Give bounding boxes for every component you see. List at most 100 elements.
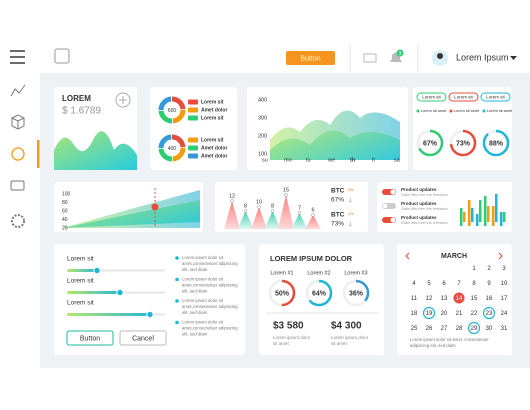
donut-center: 600: [168, 108, 177, 114]
area: [270, 130, 400, 160]
dot: [482, 109, 486, 113]
wave: [54, 131, 137, 170]
ring-value: 36%: [349, 290, 364, 297]
gear-icon[interactable]: [11, 214, 25, 228]
y-tick-label: 80: [62, 200, 68, 206]
logo[interactable]: [54, 48, 70, 64]
bar: [484, 196, 487, 226]
cancel-button[interactable]: [119, 330, 167, 346]
slider-fill: [67, 269, 97, 272]
slider-label: Lorem sit: [67, 278, 94, 285]
btc-name: BTC: [331, 212, 345, 219]
peak: [224, 201, 240, 229]
ring-value: 50%: [275, 290, 290, 297]
day: 4: [412, 281, 416, 287]
item-label: Lorem sit: [201, 115, 224, 121]
x-tick-label: we: [327, 157, 335, 163]
update-text: Stain lifts free the freedom: [401, 192, 448, 197]
donut-segment: [158, 96, 186, 124]
coin-icon[interactable]: [11, 147, 25, 161]
donut-segment: [158, 96, 186, 124]
mail-icon[interactable]: [363, 53, 377, 63]
day: 14: [456, 296, 463, 302]
balance-amount: $ 1.6789: [62, 106, 101, 117]
peak-dot: [311, 213, 315, 217]
active-marker: [37, 140, 40, 168]
menu-icon[interactable]: [10, 50, 25, 64]
note-line: Lorem ipsum dolor sit: [182, 298, 224, 303]
note-dot: [175, 256, 179, 260]
card: [215, 182, 368, 232]
top-button[interactable]: [286, 51, 335, 65]
note-line: amet,consectetuer adipiscing: [182, 283, 238, 288]
y-tick-label: 100: [258, 151, 267, 157]
add-button[interactable]: [115, 92, 131, 108]
ok-button[interactable]: [66, 330, 114, 346]
dot: [449, 109, 453, 113]
card: [150, 87, 237, 170]
x-tick-label: su: [262, 157, 268, 163]
btc-change: -1%: [347, 211, 355, 216]
donut-segment: [158, 96, 186, 124]
day-ring: [467, 321, 481, 335]
peak: [251, 207, 267, 229]
toggle-knob: [390, 189, 396, 195]
note-line: elit, sed diam: [182, 332, 208, 337]
slider-knob[interactable]: [93, 266, 101, 275]
note-line: elit, sed diam: [182, 310, 208, 315]
tab[interactable]: [480, 92, 511, 102]
balance-title: LOREM: [62, 94, 91, 103]
tab-label: Lorem sit: [422, 94, 441, 99]
x-tick-label: tu: [306, 157, 311, 163]
card: [54, 244, 245, 355]
dropdown[interactable]: [510, 56, 517, 60]
calendar-caption: Lorem ipsum dolor sit amet, consectetuer: [410, 337, 489, 342]
stat-label: Lorem #2: [307, 270, 330, 276]
y-tick-label: 60: [62, 208, 68, 214]
month-arrows[interactable]: [405, 252, 503, 260]
day-ring: [422, 306, 436, 320]
btc-value: 73%: [331, 221, 344, 228]
slider-knob[interactable]: [116, 288, 124, 297]
day: 26: [426, 326, 433, 332]
ring: [305, 279, 333, 307]
bar: [495, 194, 498, 222]
month: MARCH: [441, 253, 467, 260]
peak: [278, 195, 294, 229]
item-label: Lorem sit: [201, 137, 224, 143]
day: 20: [441, 311, 448, 317]
tab[interactable]: [416, 92, 447, 102]
user-name[interactable]: Lorem Ipsum: [456, 52, 509, 62]
day: 31: [501, 326, 508, 332]
peak: [291, 213, 308, 229]
item-badge: [188, 99, 198, 105]
day: 29: [471, 326, 478, 332]
day-selected: [453, 292, 465, 304]
chart-icon[interactable]: [10, 84, 26, 97]
peak-label: 10: [256, 199, 262, 205]
cube-icon[interactable]: [11, 114, 25, 130]
note-line: elit, sed diam: [182, 289, 208, 294]
item-label: Amet dolor: [201, 153, 227, 159]
day: 18: [411, 311, 418, 317]
slider-knob[interactable]: [146, 310, 154, 319]
cards-icon[interactable]: [10, 180, 25, 191]
note-line: amet,consectetuer adipiscing: [182, 261, 238, 266]
avatar-head: [437, 53, 443, 59]
card: [413, 87, 512, 170]
slider-label: Lorem sit: [67, 256, 94, 263]
y-tick-label: 100: [62, 191, 71, 197]
day: 10: [501, 281, 508, 287]
peak: [305, 215, 321, 229]
amount-caption: sit amet: [273, 341, 290, 346]
stat-label: Lorem #1: [270, 270, 293, 276]
note-line: Lorem ipsum dolor sit: [182, 255, 224, 260]
donut-segment: [158, 134, 186, 162]
amount-caption: Lorem ipsum dolor: [273, 335, 311, 340]
tab[interactable]: [448, 92, 479, 102]
ring-value: 64%: [312, 290, 327, 297]
bar: [492, 206, 495, 226]
btc-name: BTC: [331, 188, 345, 195]
